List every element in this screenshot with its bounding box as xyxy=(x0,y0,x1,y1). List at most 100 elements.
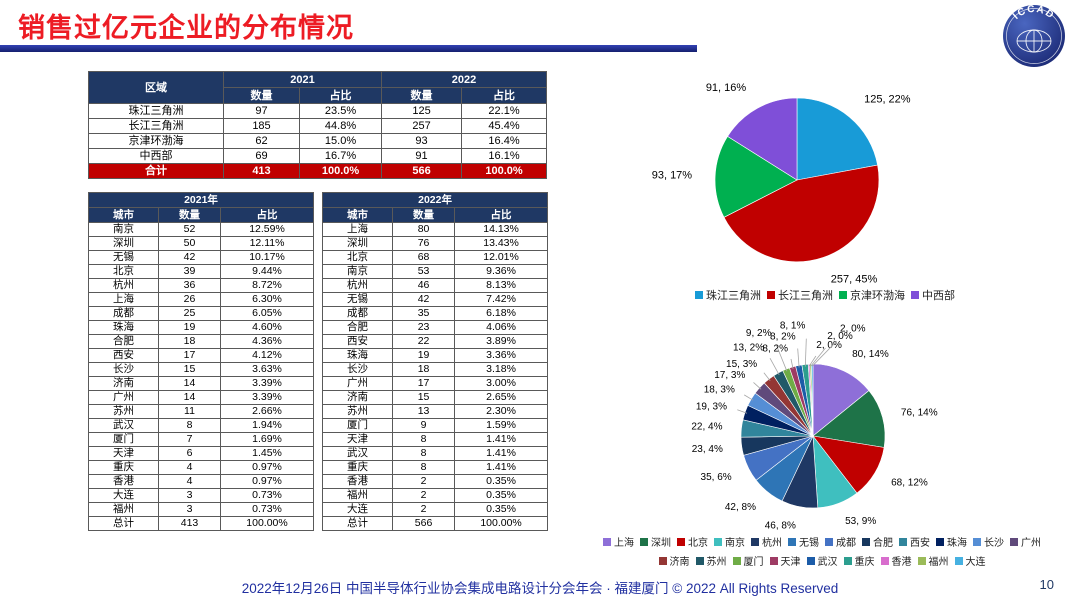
city-pie-data-label: 53, 9% xyxy=(845,516,876,527)
city-value-cell: 8 xyxy=(392,446,456,461)
city-name-cell: 长沙 xyxy=(322,362,394,377)
city-name-cell: 上海 xyxy=(322,222,394,237)
iccad-logo: ICCAD xyxy=(1003,4,1065,67)
city-value-cell: 10.17% xyxy=(219,250,315,265)
city-pie-data-label: 15, 3% xyxy=(726,359,757,370)
city-value-cell: 3.89% xyxy=(454,334,549,349)
legend-label: 杭州 xyxy=(762,538,782,549)
legend-swatch-icon xyxy=(714,537,722,546)
legend-label: 长沙 xyxy=(984,538,1004,549)
legend-label: 成都 xyxy=(836,538,856,549)
city-table-row: 广州 17 3.00% xyxy=(322,376,549,391)
city-value-cell: 42 xyxy=(392,292,456,307)
region-table-row: 中西部 69 16.7% 91 16.1% xyxy=(88,148,548,164)
legend-label: 西安 xyxy=(910,538,930,549)
city-value-cell: 1.41% xyxy=(454,446,549,461)
city-value-cell: 100.00% xyxy=(219,516,315,531)
city-value-cell: 1.41% xyxy=(454,460,549,475)
qty-header: 数量 xyxy=(223,87,300,104)
total-value-cell: 566 xyxy=(381,163,463,179)
city-value-cell: 68 xyxy=(392,250,456,265)
city-name-cell: 南京 xyxy=(88,222,159,237)
city-table-row: 香港 2 0.35% xyxy=(322,474,549,489)
region-pie-data-label: 91, 16% xyxy=(706,82,747,94)
city-name-cell: 南京 xyxy=(322,264,394,279)
city-pie-data-label: 19, 3% xyxy=(696,401,727,412)
city-value-cell: 13.43% xyxy=(454,236,549,251)
city-name-cell: 济南 xyxy=(88,376,159,391)
region-summary-table: 区域 2021 2022 数量 占比 数量 占比 珠江三角洲 97 23.5% 125… xyxy=(88,71,548,179)
total-value-cell: 413 xyxy=(223,163,300,179)
city-table-row: 长沙 18 3.18% xyxy=(322,362,549,377)
legend-item-成都: 成都 xyxy=(825,534,856,549)
legend-label: 福州 xyxy=(928,557,949,568)
legend-item-无锡: 无锡 xyxy=(788,534,819,549)
city-value-cell: 2 xyxy=(392,502,456,517)
region-pie-data-label: 257, 45% xyxy=(831,273,878,284)
total-label-cell: 合计 xyxy=(88,163,224,179)
city-value-cell: 14 xyxy=(158,376,221,391)
city-table-row: 杭州 36 8.72% xyxy=(88,278,315,293)
legend-label: 香港 xyxy=(891,557,912,568)
city-value-cell: 50 xyxy=(158,236,221,251)
city-name-cell: 武汉 xyxy=(322,446,394,461)
legend-swatch-icon xyxy=(603,537,611,546)
city-pie-chart: 80, 14% 76, 14% 68, 12% 53, 9% 46, 8% 42, 8% 3… xyxy=(691,320,937,531)
city-table-row: 杭州 46 8.13% xyxy=(322,278,549,293)
region-name-cell: 中西部 xyxy=(88,148,224,164)
legend-item-济南: 济南 xyxy=(658,553,690,568)
city-value-cell: 17 xyxy=(392,376,456,391)
city-pie-data-label: 2, 0% xyxy=(816,340,842,351)
city-value-cell: 15 xyxy=(158,362,221,377)
legend-swatch-icon xyxy=(695,556,704,565)
city-table-row: 北京 68 12.01% xyxy=(322,250,549,265)
city-value-cell: 0.73% xyxy=(219,488,315,503)
legend-label: 京津环渤海 xyxy=(850,290,905,302)
legend-label: 大连 xyxy=(965,557,986,568)
legend-item-南京: 南京 xyxy=(714,534,745,549)
city-table-row: 总计 566 100.00% xyxy=(322,516,549,531)
region-value-cell: 44.8% xyxy=(298,118,383,134)
region-pie-slice-京津环渤海 xyxy=(714,135,798,218)
legend-item-香港: 香港 xyxy=(880,553,912,568)
city-pie-legend: 上海 深圳 北京 南京 杭州 无锡 成都 合肥 西安 珠海 长沙 广州 济南 苏州 厦门 天津 武汉 重庆 香港 福州… xyxy=(598,534,1046,568)
region-value-cell: 16.7% xyxy=(298,148,383,164)
city-value-cell: 36 xyxy=(158,278,221,293)
pct-header: 占比 xyxy=(298,87,383,104)
legend-item-北京: 北京 xyxy=(677,534,708,549)
city-table-row: 总计 413 100.00% xyxy=(88,516,315,531)
city-name-cell: 总计 xyxy=(88,516,159,531)
pct-header: 占比 xyxy=(454,207,549,223)
legend-item-天津: 天津 xyxy=(769,553,801,568)
region-table-body: 珠江三角洲 97 23.5% 125 22.1% 长江三角洲 185 44.8% 257 45.4… xyxy=(88,103,548,179)
city-name-cell: 成都 xyxy=(322,306,394,321)
city-table-row: 南京 52 12.59% xyxy=(88,222,315,237)
city-table-row: 广州 14 3.39% xyxy=(88,390,315,405)
city-pie-data-label: 2, 0% xyxy=(840,323,866,334)
city-pie-leader-line xyxy=(810,347,826,367)
region-value-cell: 69 xyxy=(223,148,300,164)
city-value-cell: 3.36% xyxy=(454,348,549,363)
total-value-cell: 100.0% xyxy=(461,163,548,179)
legend-swatch-icon xyxy=(917,556,926,565)
city-value-cell: 0.97% xyxy=(219,460,315,475)
city-pie-data-label: 18, 3% xyxy=(704,384,735,395)
legend-label: 重庆 xyxy=(854,557,875,568)
city-pie-data-label: 42, 8% xyxy=(725,502,756,513)
city-value-cell: 3.00% xyxy=(454,376,549,391)
city-table-body-1: 上海 80 14.13% 深圳 76 13.43% 北京 68 12.01% 南京 53 9.36% 杭… xyxy=(322,222,549,531)
legend-item-珠海: 珠海 xyxy=(936,534,967,549)
legend-swatch-icon xyxy=(1010,537,1018,546)
city-name-cell: 上海 xyxy=(88,292,159,307)
city-pie-leader-line xyxy=(737,409,748,414)
legend-swatch-icon xyxy=(862,537,870,546)
legend-swatch-icon xyxy=(788,537,796,546)
legend-item-西安: 西安 xyxy=(899,534,930,549)
legend-label: 合肥 xyxy=(873,538,893,549)
city-pie-leader-line xyxy=(769,358,780,376)
city-value-cell: 12.01% xyxy=(454,250,549,265)
city-table-row: 北京 39 9.44% xyxy=(88,264,315,279)
legend-item-大连: 大连 xyxy=(954,553,986,568)
city-pie-data-label: 22, 4% xyxy=(691,421,722,432)
city-table-row: 西安 17 4.12% xyxy=(88,348,315,363)
